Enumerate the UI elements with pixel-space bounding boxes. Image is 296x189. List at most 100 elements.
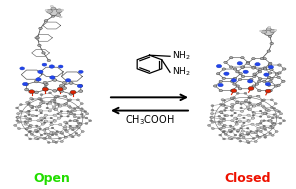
Circle shape	[70, 90, 76, 94]
Circle shape	[259, 122, 262, 124]
Circle shape	[263, 106, 266, 108]
Circle shape	[219, 128, 222, 130]
Circle shape	[241, 75, 245, 78]
Circle shape	[274, 29, 277, 31]
Circle shape	[264, 29, 274, 36]
Circle shape	[34, 80, 38, 83]
Circle shape	[36, 131, 38, 133]
Circle shape	[252, 67, 255, 69]
Circle shape	[222, 120, 226, 122]
Circle shape	[46, 107, 49, 109]
Circle shape	[235, 121, 238, 123]
Circle shape	[230, 106, 233, 108]
Circle shape	[57, 103, 60, 105]
Circle shape	[38, 98, 41, 100]
Circle shape	[267, 76, 271, 78]
Circle shape	[78, 70, 83, 73]
Circle shape	[258, 136, 261, 138]
Circle shape	[28, 110, 30, 112]
Circle shape	[264, 113, 266, 115]
Circle shape	[219, 80, 223, 82]
Circle shape	[233, 83, 236, 85]
Circle shape	[273, 123, 276, 125]
Circle shape	[39, 110, 43, 112]
Circle shape	[57, 95, 60, 97]
Circle shape	[25, 88, 29, 91]
Circle shape	[267, 120, 270, 122]
Circle shape	[46, 127, 49, 129]
Circle shape	[46, 9, 52, 13]
Circle shape	[49, 9, 60, 16]
Circle shape	[236, 101, 239, 104]
Circle shape	[51, 134, 54, 136]
Circle shape	[265, 89, 271, 93]
Circle shape	[39, 27, 42, 29]
Circle shape	[271, 127, 274, 129]
Circle shape	[249, 104, 252, 106]
Circle shape	[27, 104, 30, 105]
Circle shape	[31, 115, 35, 117]
Circle shape	[70, 111, 72, 112]
Circle shape	[239, 134, 242, 136]
Circle shape	[239, 140, 242, 142]
Circle shape	[225, 107, 228, 109]
Circle shape	[44, 120, 48, 122]
Circle shape	[69, 92, 73, 95]
Circle shape	[65, 122, 68, 124]
Circle shape	[242, 136, 245, 138]
Circle shape	[69, 113, 73, 115]
Circle shape	[218, 123, 221, 125]
Circle shape	[44, 129, 46, 130]
Circle shape	[264, 73, 269, 76]
Circle shape	[268, 120, 272, 122]
Circle shape	[77, 84, 83, 88]
Circle shape	[258, 78, 262, 80]
Text: NH$_2$: NH$_2$	[171, 66, 190, 78]
Circle shape	[211, 121, 215, 123]
Circle shape	[60, 140, 63, 143]
Circle shape	[40, 134, 43, 136]
Circle shape	[274, 85, 278, 87]
Circle shape	[44, 114, 48, 116]
Circle shape	[223, 100, 226, 101]
Circle shape	[59, 16, 62, 18]
Circle shape	[263, 125, 266, 127]
Circle shape	[237, 129, 240, 131]
Circle shape	[251, 117, 255, 119]
Circle shape	[234, 117, 237, 119]
Circle shape	[277, 76, 280, 78]
Circle shape	[48, 110, 52, 112]
Circle shape	[252, 66, 256, 68]
Circle shape	[58, 105, 61, 107]
Circle shape	[22, 82, 28, 86]
Circle shape	[76, 120, 78, 122]
Circle shape	[220, 111, 223, 113]
Circle shape	[250, 131, 252, 132]
Circle shape	[236, 131, 239, 132]
Circle shape	[60, 110, 63, 112]
Circle shape	[260, 30, 263, 32]
Circle shape	[229, 131, 232, 133]
Circle shape	[241, 130, 244, 132]
Circle shape	[57, 113, 59, 115]
Circle shape	[239, 135, 242, 137]
Circle shape	[30, 133, 33, 135]
Circle shape	[47, 59, 51, 62]
Circle shape	[25, 128, 28, 130]
Circle shape	[243, 117, 245, 119]
Circle shape	[44, 122, 46, 123]
Circle shape	[268, 64, 272, 66]
Circle shape	[238, 114, 242, 116]
Circle shape	[273, 122, 276, 124]
Circle shape	[85, 122, 88, 124]
Circle shape	[249, 95, 252, 97]
Circle shape	[73, 120, 76, 122]
Circle shape	[17, 117, 20, 119]
Circle shape	[77, 134, 80, 136]
Circle shape	[64, 136, 67, 138]
Circle shape	[57, 87, 63, 91]
Circle shape	[89, 120, 92, 122]
Circle shape	[20, 67, 25, 70]
Circle shape	[261, 105, 265, 107]
Circle shape	[16, 116, 19, 118]
